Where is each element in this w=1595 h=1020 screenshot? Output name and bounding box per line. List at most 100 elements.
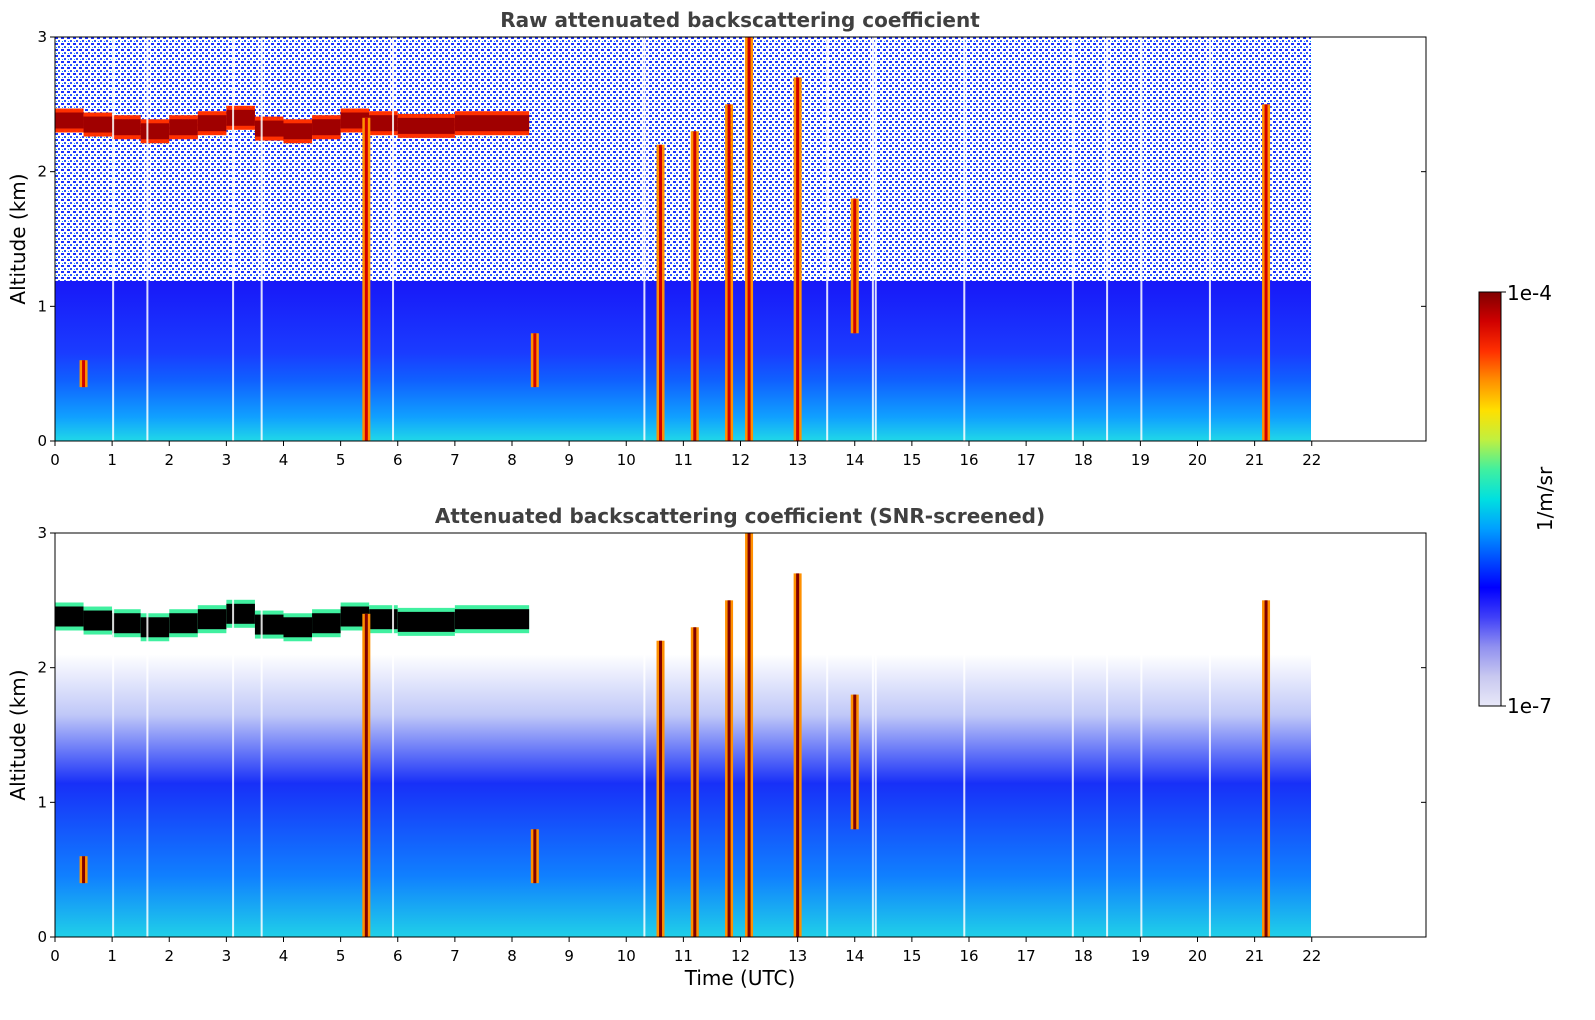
x-tick-label: 5 bbox=[336, 451, 346, 469]
cloud-layer-core bbox=[197, 115, 227, 132]
x-tick-label: 11 bbox=[674, 451, 693, 469]
panel-snr-features bbox=[55, 533, 1271, 937]
x-tick-label: 22 bbox=[1302, 947, 1321, 965]
cloud-layer-core bbox=[140, 123, 170, 140]
x-tick-label: 3 bbox=[222, 947, 232, 965]
x-tick-label: 11 bbox=[674, 947, 693, 965]
x-tick-label: 9 bbox=[564, 947, 574, 965]
y-tick-label: 3 bbox=[37, 28, 47, 46]
cloud-layer-core bbox=[369, 609, 398, 630]
x-tick-label: 17 bbox=[1017, 451, 1036, 469]
colorbar-min-label: 1e-7 bbox=[1507, 694, 1552, 718]
x-tick-label: 18 bbox=[1074, 947, 1093, 965]
x-tick-label: 16 bbox=[959, 947, 978, 965]
data-gap bbox=[1208, 37, 1211, 441]
x-tick-label: 4 bbox=[279, 947, 289, 965]
data-gap bbox=[1071, 37, 1074, 441]
plume-core bbox=[727, 104, 731, 441]
x-tick-label: 8 bbox=[507, 451, 517, 469]
cloud-layer-core bbox=[112, 119, 141, 136]
panel-snr-y-axis: 0 1 2 3 bbox=[37, 524, 1426, 946]
colorbar: 1e-4 1e-7 1/m/sr bbox=[1478, 281, 1557, 718]
panel-raw-y-axis: 0 1 2 3 bbox=[37, 28, 1426, 450]
cloud-layer-core bbox=[169, 613, 198, 634]
data-gap bbox=[1106, 533, 1109, 937]
colorbar-unit-label: 1/m/sr bbox=[1533, 466, 1557, 531]
data-gap bbox=[146, 37, 149, 441]
data-gap bbox=[826, 37, 829, 441]
plume-core bbox=[533, 829, 537, 884]
x-tick-label: 10 bbox=[617, 451, 636, 469]
colorbar-gradient bbox=[1478, 291, 1502, 707]
data-gap bbox=[963, 37, 966, 441]
plume-core bbox=[796, 77, 800, 442]
x-tick-label: 22 bbox=[1302, 451, 1321, 469]
cloud-layer-core bbox=[454, 609, 530, 630]
x-tick-label: 21 bbox=[1245, 451, 1264, 469]
data-gap bbox=[112, 533, 115, 937]
plume-core bbox=[796, 573, 800, 937]
data-gap bbox=[1208, 533, 1211, 937]
data-gap bbox=[232, 533, 235, 937]
x-tick-label: 18 bbox=[1074, 451, 1093, 469]
x-tick-label: 13 bbox=[788, 451, 807, 469]
plume-core bbox=[82, 360, 86, 388]
cloud-layer-core bbox=[283, 123, 313, 140]
plume-core bbox=[659, 144, 663, 441]
panel-snr-x-label: Time (UTC) bbox=[684, 966, 796, 990]
plume-core bbox=[693, 131, 697, 441]
cloud-layer-core bbox=[312, 119, 341, 136]
cloud-layer-core bbox=[83, 116, 113, 133]
y-tick-label: 1 bbox=[37, 297, 47, 315]
x-tick-label: 1 bbox=[107, 451, 117, 469]
panel-raw-title: Raw attenuated backscattering coefficien… bbox=[500, 8, 980, 32]
plume-core bbox=[747, 533, 751, 937]
panel-raw-y-label: Altitude (km) bbox=[6, 173, 30, 304]
cloud-layer-core bbox=[312, 613, 341, 634]
plume-core bbox=[1264, 600, 1268, 937]
data-gap bbox=[1140, 533, 1143, 937]
data-gap bbox=[874, 533, 877, 937]
data-gap bbox=[260, 533, 263, 937]
x-tick-label: 19 bbox=[1131, 451, 1150, 469]
y-tick-label: 3 bbox=[37, 524, 47, 542]
cloud-layer-core bbox=[169, 119, 198, 136]
x-tick-label: 1 bbox=[107, 947, 117, 965]
plume-core bbox=[364, 613, 368, 937]
y-tick-label: 2 bbox=[37, 163, 47, 181]
plume-core bbox=[82, 856, 86, 884]
panel-snr-title: Attenuated backscattering coefficient (S… bbox=[435, 504, 1045, 528]
data-gap bbox=[260, 37, 263, 441]
x-tick-label: 15 bbox=[902, 947, 921, 965]
cloud-layer-core bbox=[283, 617, 313, 638]
x-tick-label: 6 bbox=[393, 451, 403, 469]
panel-raw-features bbox=[55, 37, 1271, 442]
panel-raw-plot-area bbox=[55, 37, 1311, 442]
x-tick-label: 14 bbox=[845, 451, 864, 469]
x-tick-label: 5 bbox=[336, 947, 346, 965]
plume-core bbox=[747, 37, 751, 441]
x-tick-label: 10 bbox=[617, 947, 636, 965]
data-gap bbox=[874, 37, 877, 441]
data-gap bbox=[146, 533, 149, 937]
y-tick-label: 0 bbox=[37, 432, 47, 450]
plume-core bbox=[727, 600, 731, 937]
plume-core bbox=[693, 627, 697, 937]
cloud-layer-core bbox=[83, 610, 113, 631]
cloud-layer-core bbox=[197, 609, 227, 630]
x-tick-label: 2 bbox=[164, 947, 174, 965]
cloud-layer-core bbox=[340, 112, 370, 129]
data-gap bbox=[1106, 37, 1109, 441]
plume-core bbox=[659, 640, 663, 937]
panel-raw-lower-region bbox=[55, 281, 1311, 441]
panel-snr-background bbox=[55, 533, 1311, 937]
cloud-layer-core bbox=[254, 614, 284, 635]
plume-core bbox=[853, 694, 857, 830]
cloud-layer-core bbox=[55, 112, 84, 129]
data-gap bbox=[232, 37, 235, 441]
x-tick-label: 15 bbox=[902, 451, 921, 469]
colorbar-max-label: 1e-4 bbox=[1507, 281, 1552, 305]
x-tick-label: 6 bbox=[393, 947, 403, 965]
panel-raw-x-axis: 0 1 2 3 4 5 6 7 8 9 10 11 12 13 14 15 16 17 18 19 20 21 22 bbox=[50, 441, 1321, 469]
cloud-layer-core bbox=[55, 606, 84, 627]
